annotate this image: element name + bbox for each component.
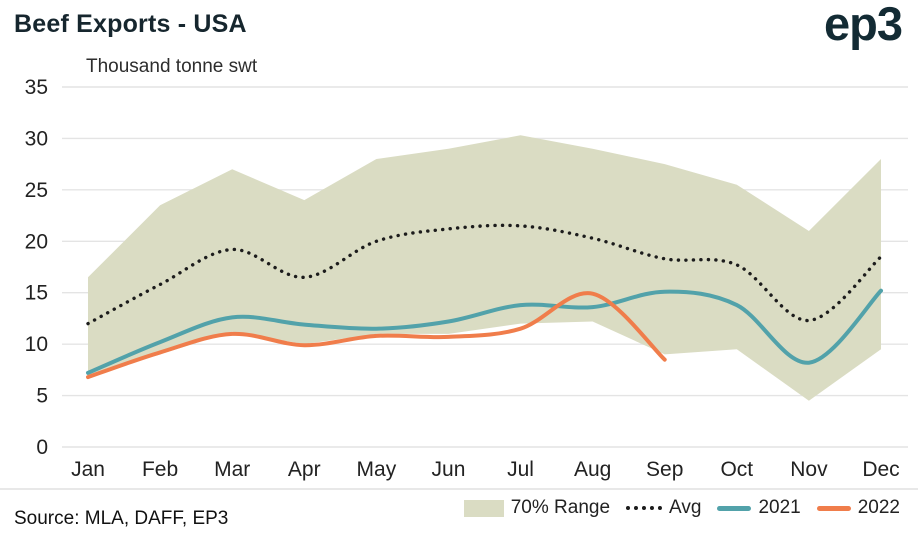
x-axis-month-label: Apr	[288, 458, 321, 481]
dotted-line-swatch-icon	[626, 506, 663, 510]
x-axis-month-label: Jun	[432, 458, 466, 481]
legend-item-2022: 2022	[816, 497, 900, 519]
y-axis-tick-label: 10	[25, 333, 48, 356]
x-axis-month-label: Feb	[142, 458, 178, 481]
x-axis-month-label: Jan	[71, 458, 105, 481]
x-axis-month-label: Nov	[790, 458, 828, 481]
y-axis-tick-label: 20	[25, 230, 48, 253]
legend-item-avg: Avg	[626, 497, 701, 519]
y-axis-tick-label: 15	[25, 282, 48, 305]
y-axis-tick-label: 25	[25, 179, 48, 202]
y-axis-tick-label: 0	[36, 436, 48, 459]
y-axis-tick-label: 35	[25, 76, 48, 99]
x-axis-month-label: Mar	[214, 458, 250, 481]
x-axis-month-label: Aug	[574, 458, 611, 481]
x-axis-month-label: Jul	[507, 458, 534, 481]
range-band-area	[88, 135, 881, 401]
x-axis-month-label: May	[357, 458, 397, 481]
legend-label: Avg	[669, 497, 702, 518]
orange-line-swatch-icon	[816, 505, 851, 511]
source-note: Source: MLA, DAFF, EP3	[14, 508, 229, 529]
chart-legend: 70% Range Avg 2021 2022	[463, 497, 900, 519]
chart-subtitle: Thousand tonne swt	[86, 56, 258, 77]
line-chart: 0 5 10 15 20 25 30 35 Jan Feb Mar Apr May Jun Jul Aug Se…	[0, 76, 918, 490]
y-axis-tick-label: 5	[36, 385, 48, 408]
series-line-2021	[86, 288, 883, 375]
legend-label: 2021	[758, 497, 801, 518]
series-line-2022	[86, 291, 667, 380]
x-axis-month-label: Dec	[862, 458, 899, 481]
series-line-avg	[86, 223, 883, 326]
ep3-logo: ep3	[824, 0, 903, 50]
teal-line-swatch-icon	[717, 505, 752, 511]
legend-item-2021: 2021	[717, 497, 801, 519]
range-band-swatch-icon	[463, 499, 504, 517]
legend-label: 70% Range	[510, 497, 611, 518]
legend-label: 2022	[857, 497, 900, 518]
y-axis-tick-label: 30	[25, 127, 48, 150]
page-title: Beef Exports - USA	[14, 10, 247, 38]
legend-item-range: 70% Range	[463, 497, 611, 519]
x-axis-month-label: Sep	[646, 458, 683, 481]
x-axis-month-label: Oct	[720, 458, 753, 481]
